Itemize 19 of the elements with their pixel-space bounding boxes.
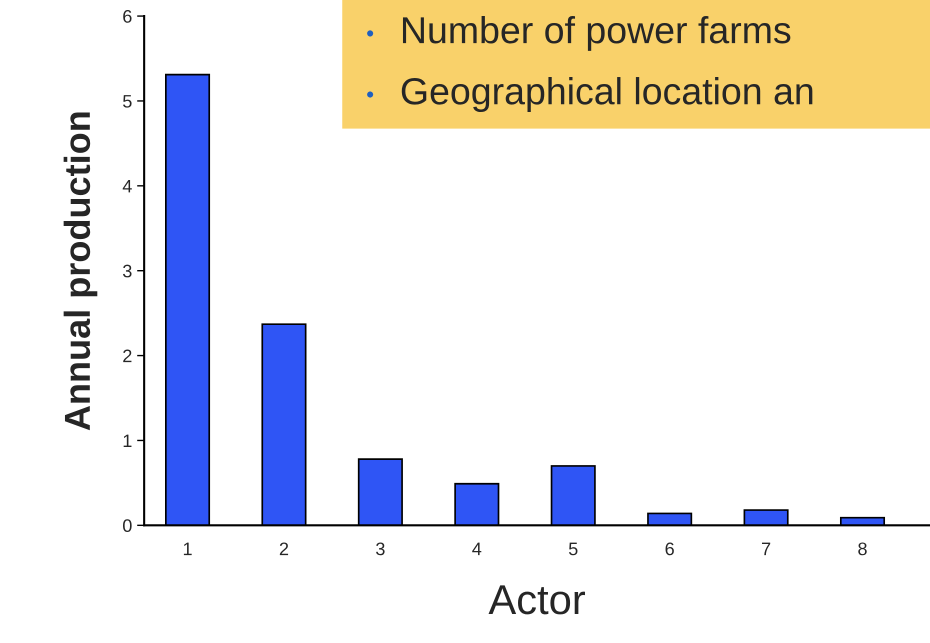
y-tick-label: 3	[122, 264, 132, 278]
y-tick-label: 1	[124, 434, 132, 447]
x-tick-label: 2	[280, 542, 288, 556]
x-tick-label: 4	[472, 542, 482, 556]
x-tick-label: 3	[376, 542, 385, 556]
y-tick-label: 2	[123, 350, 132, 362]
x-tick-label: 6	[666, 542, 674, 556]
x-tick-label: 5	[568, 542, 578, 556]
y-tick-label: 0	[123, 519, 132, 532]
x-tick-label: 8	[858, 542, 867, 556]
x-tick-label: 7	[762, 542, 770, 556]
x-tick-label: 1	[184, 542, 192, 556]
annotation: Number of power farms	[402, 16, 790, 51]
y-tick-label: 4	[122, 180, 132, 192]
y-tick-label: 6	[123, 10, 132, 23]
y-tick-label: 5	[123, 95, 132, 108]
annotation: Geographical location an	[402, 77, 812, 112]
y-axis-title: Annual production	[64, 112, 98, 430]
x-axis-title: Actor	[488, 585, 586, 614]
